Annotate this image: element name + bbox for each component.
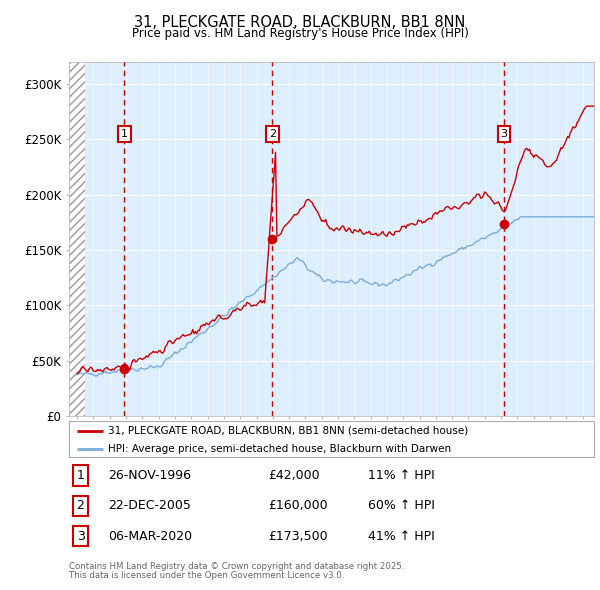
Text: This data is licensed under the Open Government Licence v3.0.: This data is licensed under the Open Gov… (69, 571, 344, 579)
Text: 31, PLECKGATE ROAD, BLACKBURN, BB1 8NN (semi-detached house): 31, PLECKGATE ROAD, BLACKBURN, BB1 8NN (… (109, 426, 469, 436)
Text: 1: 1 (77, 469, 85, 482)
Text: £42,000: £42,000 (269, 469, 320, 482)
Text: £160,000: £160,000 (269, 499, 328, 513)
Text: 60% ↑ HPI: 60% ↑ HPI (368, 499, 435, 513)
FancyBboxPatch shape (69, 421, 594, 457)
Text: Contains HM Land Registry data © Crown copyright and database right 2025.: Contains HM Land Registry data © Crown c… (69, 562, 404, 571)
Text: 3: 3 (77, 530, 85, 543)
Text: 2: 2 (77, 499, 85, 513)
Text: Price paid vs. HM Land Registry's House Price Index (HPI): Price paid vs. HM Land Registry's House … (131, 27, 469, 40)
Text: 3: 3 (500, 129, 508, 139)
Text: HPI: Average price, semi-detached house, Blackburn with Darwen: HPI: Average price, semi-detached house,… (109, 444, 452, 454)
Text: 22-DEC-2005: 22-DEC-2005 (109, 499, 191, 513)
Bar (69, 62, 85, 416)
Text: 26-NOV-1996: 26-NOV-1996 (109, 469, 191, 482)
Text: 11% ↑ HPI: 11% ↑ HPI (368, 469, 435, 482)
Text: 1: 1 (121, 129, 128, 139)
Text: 2: 2 (269, 129, 276, 139)
Text: £173,500: £173,500 (269, 530, 328, 543)
Text: 06-MAR-2020: 06-MAR-2020 (109, 530, 193, 543)
Text: 31, PLECKGATE ROAD, BLACKBURN, BB1 8NN: 31, PLECKGATE ROAD, BLACKBURN, BB1 8NN (134, 15, 466, 30)
Text: 41% ↑ HPI: 41% ↑ HPI (368, 530, 435, 543)
